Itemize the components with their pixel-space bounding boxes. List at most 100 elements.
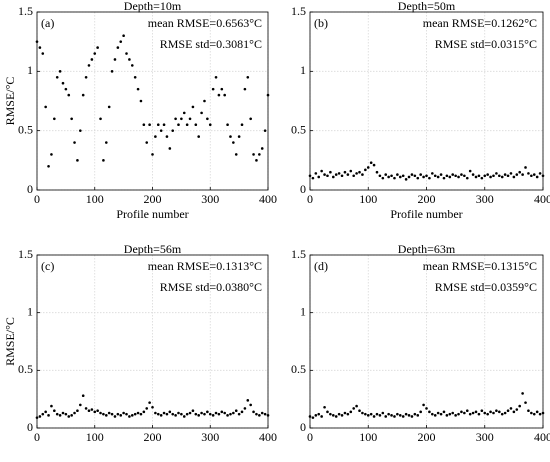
x-tick-label: 300 [201,430,219,444]
data-point [428,176,431,180]
data-point [180,412,183,416]
data-point [512,410,516,414]
data-point [177,411,180,415]
data-point [329,170,332,174]
data-point [535,175,539,179]
data-point [527,409,530,413]
data-point [252,153,255,156]
data-point [524,166,527,169]
data-point [538,412,542,416]
data-point [498,410,501,414]
data-point [220,87,224,91]
data-point [410,415,414,418]
data-point [58,414,62,417]
data-point [515,173,519,176]
data-point [483,174,487,178]
data-point [113,58,117,61]
y-tick-label: 1.5 [291,247,306,261]
data-point [451,173,455,176]
data-point [398,414,402,417]
data-point [439,173,443,176]
data-point [139,412,143,416]
data-point [486,412,489,416]
data-point [47,414,50,417]
data-point [200,111,203,115]
data-point [197,135,200,138]
annotation: RMSE std=0.0359°C [435,280,537,294]
data-point [474,175,478,179]
data-point [154,135,157,138]
data-point [87,64,91,67]
data-point [425,407,428,410]
data-point [530,411,533,415]
y-tick-label: 1 [27,63,33,77]
y-tick-label: 1 [300,63,306,77]
data-point [122,411,125,415]
data-point [381,176,385,180]
data-point [156,123,160,127]
data-point [93,52,97,55]
data-point [260,147,264,150]
y-tick-label: 1 [27,304,33,318]
data-point [217,412,221,416]
data-point [194,123,198,127]
data-point [308,415,312,418]
data-point [422,403,425,407]
data-point [174,117,177,121]
data-point [99,411,102,415]
data-point [326,410,329,414]
data-point [419,410,422,414]
data-point [148,123,151,127]
data-point [361,411,364,415]
data-point [463,174,466,178]
data-point [90,408,94,411]
data-point [64,412,68,416]
y-tick-label: 0.5 [18,362,33,376]
data-point [191,105,195,109]
data-point [191,409,195,413]
data-point [79,129,82,132]
annotation: RMSE std=0.0380°C [160,280,262,294]
data-point [185,412,189,416]
data-point [133,75,137,79]
data-point [234,153,238,156]
data-point [38,415,42,418]
data-point [471,173,475,176]
data-point [102,159,105,162]
data-point [396,412,399,416]
plot-frame [36,254,269,429]
data-point [346,412,350,416]
data-point [492,411,495,415]
data-point [436,411,440,415]
data-point [185,123,189,127]
data-point [535,410,539,414]
data-point [61,81,65,85]
data-point [258,414,261,417]
data-point [211,414,215,417]
data-point [35,40,39,43]
data-point [223,411,226,415]
data-point [128,58,131,61]
data-point [70,414,73,417]
data-point [512,175,516,179]
data-point [223,93,226,97]
data-point [130,64,134,67]
data-point [390,414,393,417]
data-point [372,415,376,418]
data-point [311,176,315,180]
data-point [480,176,484,180]
y-axis-label: RMSE/°C [3,317,17,366]
data-point [311,416,315,419]
data-point [495,172,498,175]
data-point [220,410,224,414]
y-tick-label: 0.5 [291,122,306,136]
data-point [346,173,350,176]
data-point [308,174,312,178]
data-point [489,410,492,414]
data-point [50,404,53,408]
data-point [518,404,521,408]
data-point [105,141,108,144]
data-point [35,416,39,419]
y-tick-label: 0 [27,182,33,196]
data-point [162,411,166,415]
